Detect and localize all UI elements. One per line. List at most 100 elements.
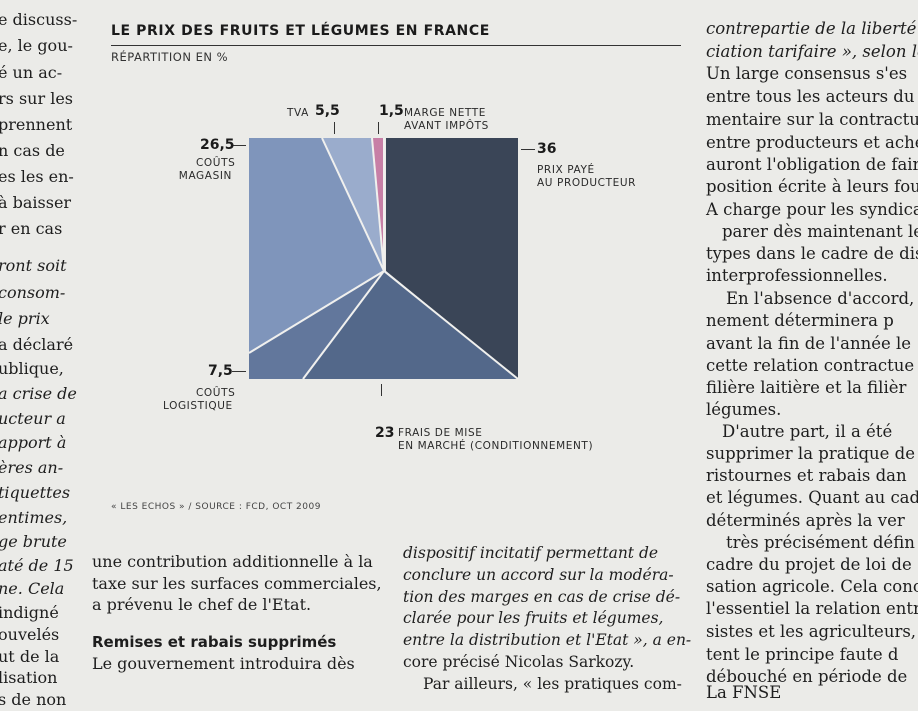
text-line: ciation tarifaire », selon le p <box>706 42 918 61</box>
text-line: une contribution additionnelle à la <box>92 552 373 571</box>
text-line: à baisser <box>0 193 72 212</box>
text-line: tion des marges en cas de crise dé- <box>403 587 681 606</box>
label-frais-line2: EN MARCHÉ (CONDITIONNEMENT) <box>398 440 594 452</box>
text-line: até de 15 <box>0 556 74 575</box>
text-line: e, le gou- <box>0 36 73 55</box>
body-column-left: une contribution additionnelle à la taxe… <box>92 551 392 675</box>
label-logistique-line1: COÛTS <box>196 387 236 399</box>
text-line: Le gouvernement introduira dès <box>92 654 355 673</box>
subheading: Remises et rabais supprimés <box>92 632 337 651</box>
text-line: très précisément défin <box>726 533 915 552</box>
tick-marge <box>378 122 379 134</box>
text-line: e discuss- <box>0 10 78 29</box>
text-line: taxe sur les surfaces commerciales, <box>92 573 382 593</box>
label-marge-line1: MARGE NETTE <box>404 107 487 119</box>
text-line: auront l'obligation de faire <box>706 155 918 174</box>
text-line: filière laitière et la filièr <box>706 378 907 397</box>
text-line: s de non <box>0 690 67 709</box>
text-line: entre la distribution et l'Etat », a en- <box>403 631 692 650</box>
text-line: lisation <box>0 668 58 687</box>
label-marge-value: 1,5 <box>379 103 404 119</box>
text-line: cadre du projet de loi de <box>706 555 912 574</box>
segment-couts-logistique <box>249 271 384 379</box>
label-tva-value: 5,5 <box>315 103 340 119</box>
text-line: clarée pour les fruits et légumes, <box>403 609 664 628</box>
label-magasin-value: 26,5 <box>200 137 235 153</box>
figure-rule <box>111 45 681 46</box>
label-tva-text: TVA <box>287 107 309 119</box>
text-line: et légumes. Quant au cad <box>706 488 918 507</box>
figure-subtitle: RÉPARTITION EN % <box>111 50 229 64</box>
tick-frais <box>381 384 382 396</box>
body-column-right: dispositif incitatif permettant de concl… <box>403 543 693 696</box>
text-line: A charge pour les syndicat <box>706 200 918 219</box>
label-frais-line1: FRAIS DE MISE <box>398 427 483 439</box>
text-line: conclure un accord sur la modéra- <box>403 565 674 584</box>
text-line: consom- <box>0 283 66 302</box>
text-line: ut de la <box>0 647 60 666</box>
text-line: ublique, <box>0 359 64 378</box>
text-line: sistes et les agriculteurs, <box>706 622 917 641</box>
text-line: ères an- <box>0 458 64 477</box>
text-line: ne. Cela <box>0 579 65 598</box>
label-marge-line2: AVANT IMPÔTS <box>404 120 489 132</box>
text-line: Par ailleurs, « les pratiques com- <box>423 674 682 693</box>
text-line: ront soit <box>0 256 67 275</box>
text-line: ouvelés <box>0 625 60 644</box>
text-line: l'essentiel la relation entr <box>706 599 918 618</box>
segment-prix-producteur <box>386 138 518 379</box>
text-line: Un large consensus s'es <box>706 64 908 83</box>
text-line: tiquettes <box>0 483 71 502</box>
text-line: a prévenu le chef de l'Etat. <box>92 595 312 614</box>
label-logistique-line2: LOGISTIQUE <box>163 400 233 412</box>
text-line: D'autre part, il a été <box>722 422 893 441</box>
text-line: position écrite à leurs four <box>706 177 918 196</box>
text-line: supprimer la pratique de <box>706 444 916 463</box>
tick-magasin <box>232 145 246 146</box>
text-line: le prix <box>0 309 50 328</box>
text-line: entimes, <box>0 508 68 527</box>
text-line: a déclaré <box>0 335 74 354</box>
label-prix-line1: PRIX PAYÉ <box>537 164 595 176</box>
text-line: indigné <box>0 603 59 622</box>
text-line: dispositif incitatif permettant de <box>403 544 659 562</box>
tick-prix <box>521 149 535 150</box>
text-line: débouché en période de <box>706 667 908 686</box>
label-prix-value: 36 <box>537 141 557 157</box>
text-line: r en cas <box>0 219 63 238</box>
text-line: mentaire sur la contractu <box>706 110 918 129</box>
text-line: a crise de <box>0 384 77 403</box>
text-line: é un ac- <box>0 63 63 82</box>
text-line: En l'absence d'accord, l <box>726 289 918 308</box>
tick-tva <box>334 122 335 134</box>
text-line: interprofessionnelles. <box>706 266 888 285</box>
segment-frais-mise-en-marche <box>303 271 518 379</box>
label-magasin-line2: MAGASIN <box>178 170 232 182</box>
label-logistique-value: 7,5 <box>208 363 233 379</box>
figure-source: « LES ECHOS » / SOURCE : FCD, OCT 2009 <box>111 502 321 512</box>
text-line: cette relation contractue <box>706 356 915 375</box>
figure-title: LE PRIX DES FRUITS ET LÉGUMES EN FRANCE <box>111 23 490 39</box>
text-line: La FNSE <box>706 683 782 702</box>
text-line: tent le principe faute d <box>706 645 899 664</box>
price-breakdown-chart <box>248 137 519 380</box>
text-line: légumes. <box>706 400 782 419</box>
text-line: sation agricole. Cela conc <box>706 577 918 596</box>
text-line: rs sur les <box>0 89 73 108</box>
text-line: ucteur a <box>0 409 66 428</box>
text-line: core précisé Nicolas Sarkozy. <box>403 652 635 671</box>
text-line: avant la fin de l'année le <box>706 334 912 353</box>
text-line: types dans le cadre de dis <box>706 244 918 263</box>
label-frais-value: 23 <box>375 425 395 441</box>
text-line: nement déterminera p <box>706 311 894 330</box>
text-line: contrepartie de la liberté <box>706 19 917 38</box>
text-line: ge brute <box>0 532 67 551</box>
text-line: n cas de <box>0 141 65 160</box>
text-line: parer dès maintenant les <box>722 222 918 241</box>
text-line: apport à <box>0 433 67 452</box>
text-line: prennent <box>0 115 73 134</box>
text-line: entre tous les acteurs du m <box>706 87 918 106</box>
segment-couts-magasin <box>249 138 384 353</box>
tick-logistique <box>232 371 246 372</box>
text-line: ristournes et rabais dan <box>706 466 907 485</box>
